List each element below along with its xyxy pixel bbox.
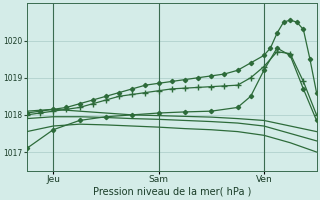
X-axis label: Pression niveau de la mer( hPa ): Pression niveau de la mer( hPa ) [92,187,251,197]
